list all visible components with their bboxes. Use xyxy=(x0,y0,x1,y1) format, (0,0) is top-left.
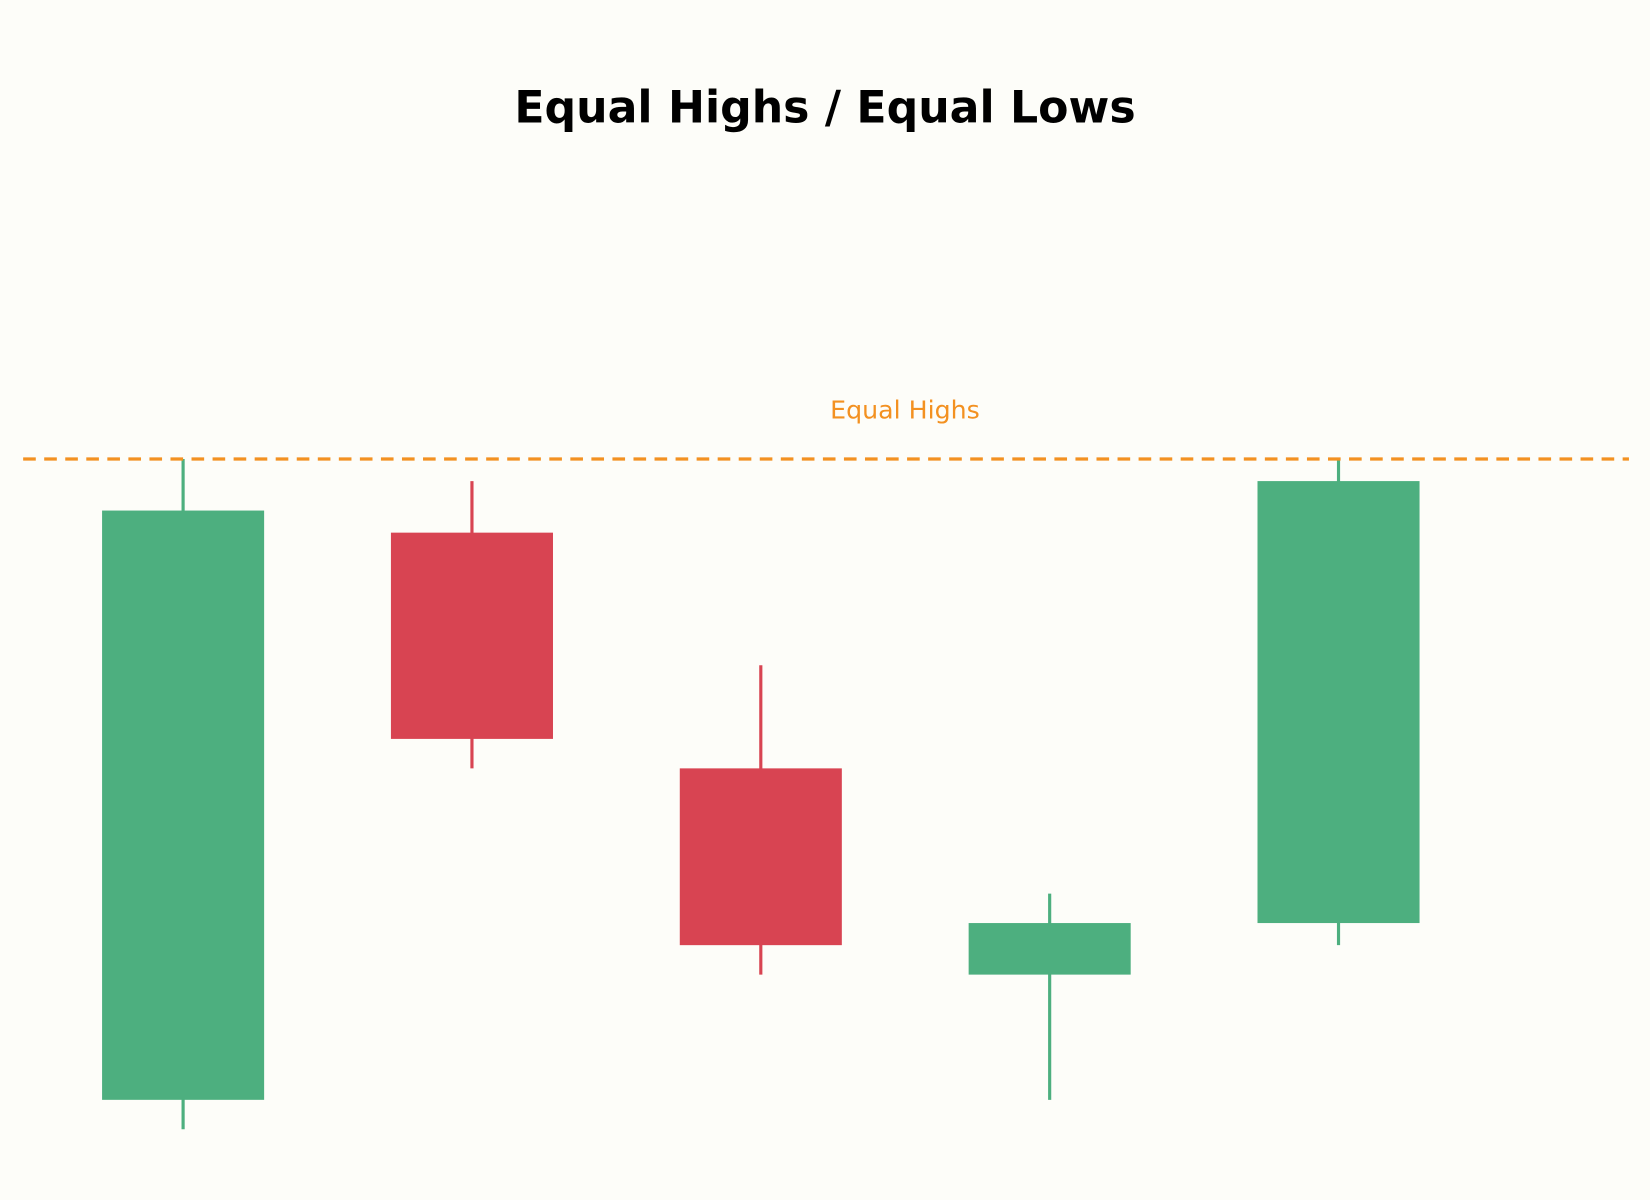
candle-body xyxy=(968,923,1131,975)
level-label: Equal Highs xyxy=(830,396,980,425)
candle-body xyxy=(102,510,265,1100)
candle-body xyxy=(390,532,553,739)
candle-body xyxy=(1257,481,1420,924)
candle-body xyxy=(679,768,842,946)
chart-title: Equal Highs / Equal Lows xyxy=(514,83,1135,134)
